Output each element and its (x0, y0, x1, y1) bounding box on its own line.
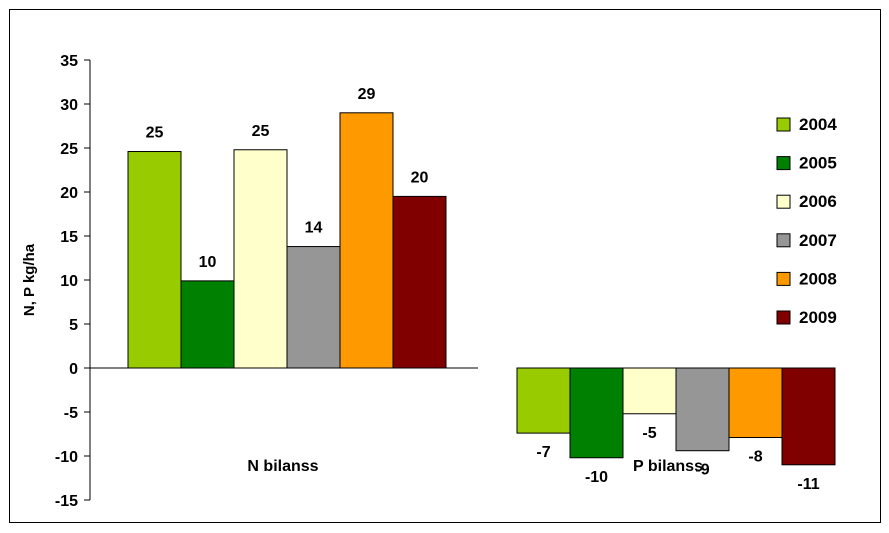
y-tick-label: 25 (60, 141, 78, 158)
y-tick-label: 30 (60, 97, 78, 114)
y-axis: -15 -10 -5 0 5 10 15 20 25 30 35 (55, 53, 478, 510)
data-label-2005-n: 10 (199, 254, 217, 271)
legend-label-2005: 2005 (799, 154, 837, 173)
bar-2008-p (728, 367, 783, 439)
bar-2007-p (675, 367, 730, 452)
data-label-2006-p: -5 (642, 425, 656, 442)
bar-2009-p (781, 367, 836, 466)
data-label-2004-n: 25 (146, 125, 164, 142)
bar-2004-n (127, 151, 182, 369)
legend-label-2008: 2008 (799, 269, 837, 288)
bars (127, 112, 836, 466)
category-label: N bilanss (247, 458, 318, 475)
legend-swatch-2009 (776, 310, 791, 325)
y-tick-label: 15 (60, 229, 78, 246)
bar-2006-n (233, 149, 288, 369)
y-tick-label: 0 (69, 361, 78, 378)
legend-swatch-2005 (776, 156, 791, 171)
legend-label-2007: 2007 (799, 231, 837, 250)
category-labels: N bilanss P bilanss (247, 458, 703, 475)
legend-label-2009: 2009 (799, 308, 837, 327)
bar-2004-p (516, 367, 571, 434)
legend-label-2006: 2006 (799, 192, 837, 211)
legend-swatch-2004 (776, 117, 791, 132)
legend-label-2004: 2004 (799, 115, 837, 134)
y-tick-label: -5 (64, 405, 78, 422)
y-tick-label: 35 (60, 53, 78, 70)
data-label-2009-p: -11 (797, 476, 819, 493)
data-label-2008-n: 29 (358, 86, 376, 103)
y-axis-title: N, P kg/ha (21, 243, 38, 316)
y-tick-label: -10 (55, 449, 78, 466)
bar-2005-n (180, 280, 235, 369)
y-tick-label: -15 (55, 493, 78, 510)
data-labels: 25 -7 10 -10 25 -5 14 -9 29 -8 20 -11 (146, 86, 820, 493)
data-label-2009-n: 20 (411, 169, 429, 186)
data-label-2008-p: -8 (748, 449, 762, 466)
data-label-2005-p: -10 (585, 469, 608, 486)
y-tick-label: 10 (60, 273, 78, 290)
legend: 2004 2005 2006 2007 2008 2009 (776, 115, 837, 327)
bar-2006-p (622, 367, 677, 415)
legend-swatch-2008 (776, 271, 791, 286)
category-label: P bilanss (633, 458, 703, 475)
data-label-2004-p: -7 (536, 444, 550, 461)
legend-swatch-2007 (776, 233, 791, 248)
data-label-2007-n: 14 (305, 220, 323, 237)
y-tick-label: 20 (60, 185, 78, 202)
bar-2007-n (286, 246, 341, 369)
y-tick-label: 5 (69, 317, 78, 334)
bar-2009-n (392, 195, 447, 369)
data-label-2006-n: 25 (252, 123, 270, 140)
legend-swatch-2006 (776, 194, 791, 209)
bar-2008-n (339, 112, 394, 369)
data-label-2007-p: -9 (695, 462, 709, 479)
bar-2005-p (569, 367, 624, 459)
